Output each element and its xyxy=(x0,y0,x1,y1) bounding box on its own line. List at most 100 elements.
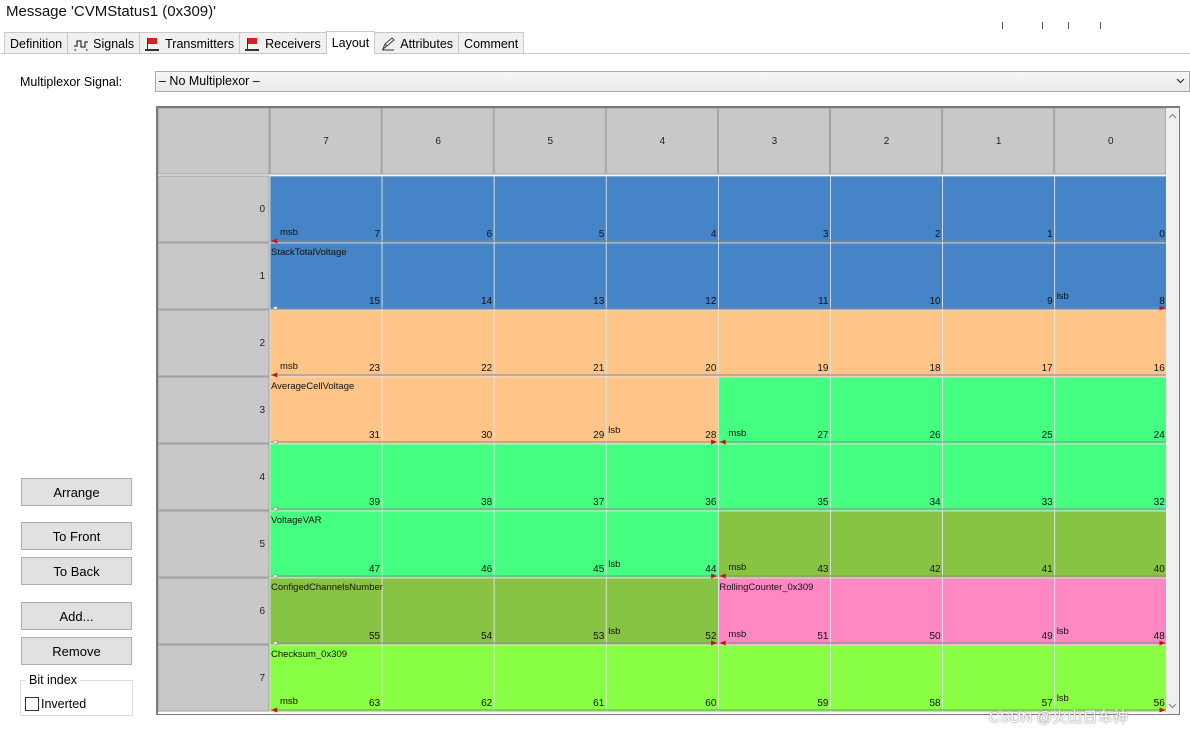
bit-cell xyxy=(718,644,831,713)
msb-arrow-icon xyxy=(271,372,278,378)
tab-comment[interactable]: Comment xyxy=(458,32,525,54)
bit-number: 54 xyxy=(481,631,493,642)
bit-number: 15 xyxy=(369,296,381,307)
bit-cell xyxy=(830,510,943,579)
column-header-label: 7 xyxy=(323,136,329,147)
bit-cell xyxy=(493,443,607,512)
bit-number: 28 xyxy=(705,430,717,441)
bit-cell xyxy=(493,577,607,646)
to-front-button[interactable]: To Front xyxy=(21,522,132,550)
bit-number: 57 xyxy=(1042,698,1054,709)
arrange-button[interactable]: Arrange xyxy=(21,478,132,506)
bit-number: 16 xyxy=(1154,363,1166,374)
bit-cell xyxy=(381,242,495,311)
bit-number: 36 xyxy=(705,497,717,508)
row-header-cell xyxy=(158,309,270,377)
row-header-label: 2 xyxy=(259,338,265,349)
multiplexor-select[interactable]: – No Multiplexor – xyxy=(155,71,1190,92)
bit-cell xyxy=(269,309,383,378)
bit-number: 39 xyxy=(369,497,381,508)
column-header-label: 6 xyxy=(435,136,441,147)
scroll-up-icon[interactable] xyxy=(1168,112,1177,121)
chevron-down-icon xyxy=(1176,78,1185,84)
scroll-down-icon[interactable] xyxy=(1168,701,1177,710)
msb-label: msb xyxy=(728,428,746,439)
bit-number: 33 xyxy=(1042,497,1054,508)
bit-cell xyxy=(269,376,383,445)
bit-cell xyxy=(1054,644,1168,713)
row-header-cell xyxy=(158,175,270,243)
bit-cell xyxy=(493,242,607,311)
row-header-cell xyxy=(158,376,270,444)
bit-cell xyxy=(605,309,719,378)
bit-cell xyxy=(605,443,719,512)
tab-divider xyxy=(0,53,1190,54)
grid-vertical-scrollbar[interactable] xyxy=(1166,108,1179,714)
tab-label: Comment xyxy=(464,36,519,51)
bit-number: 53 xyxy=(593,631,605,642)
row-header-cell xyxy=(158,577,270,645)
transmitter-flag-icon xyxy=(145,37,161,51)
msb-arrow-icon xyxy=(719,439,726,445)
bit-number: 30 xyxy=(481,430,493,441)
bit-cell xyxy=(830,376,943,445)
tab-definition[interactable]: Definition xyxy=(4,32,69,54)
bit-cell xyxy=(942,644,1056,713)
bit-number: 24 xyxy=(1154,430,1166,441)
lsb-label: lsb xyxy=(1057,626,1069,637)
continuation-arrow-icon xyxy=(271,439,278,445)
bit-number: 22 xyxy=(481,363,493,374)
remove-button[interactable]: Remove xyxy=(21,637,132,665)
bit-cell xyxy=(269,577,383,646)
bit-number: 48 xyxy=(1154,631,1166,642)
column-header-cell xyxy=(717,108,831,175)
bit-number: 46 xyxy=(481,564,493,575)
bit-number: 26 xyxy=(929,430,941,441)
bit-number: 21 xyxy=(593,363,605,374)
bit-cell xyxy=(1054,577,1168,646)
msb-label: msb xyxy=(280,361,298,372)
tab-attributes[interactable]: Attributes xyxy=(374,32,460,54)
continuation-arrow-icon xyxy=(271,305,278,311)
signal-wave-icon xyxy=(73,37,89,51)
bit-cell xyxy=(942,376,1056,445)
row-header-cell xyxy=(158,644,270,712)
msb-arrow-icon xyxy=(719,640,726,646)
bit-number: 52 xyxy=(705,631,717,642)
bit-number: 23 xyxy=(369,363,381,374)
column-header-cell xyxy=(605,108,718,175)
tab-label: Layout xyxy=(331,36,370,50)
tab-signals[interactable]: Signals xyxy=(67,32,141,54)
bit-index-group: Bit index Inverted xyxy=(20,673,133,716)
msb-arrow-icon xyxy=(271,707,278,713)
bit-cell xyxy=(942,309,1056,378)
tab-receivers[interactable]: Receivers xyxy=(239,32,327,54)
bit-index-legend: Bit index xyxy=(26,673,80,687)
bit-cell xyxy=(718,510,831,579)
bit-cell xyxy=(942,443,1056,512)
signal-name-label: VoltageVAR xyxy=(271,515,322,526)
row-header-label: 1 xyxy=(259,271,265,282)
row-header-label: 6 xyxy=(259,606,265,617)
inverted-label: Inverted xyxy=(41,697,87,711)
column-header-cell xyxy=(381,108,494,175)
bit-number: 42 xyxy=(929,564,941,575)
bit-cell xyxy=(493,376,607,445)
add-button[interactable]: Add... xyxy=(21,602,132,630)
row-header-label: 7 xyxy=(259,673,265,684)
bit-cell xyxy=(830,577,943,646)
bit-cell xyxy=(830,309,943,378)
tab-layout[interactable]: Layout xyxy=(325,31,376,54)
to-back-button[interactable]: To Back xyxy=(21,557,132,585)
tab-label: Transmitters xyxy=(165,36,235,51)
tab-transmitters[interactable]: Transmitters xyxy=(139,32,241,54)
bit-number: 38 xyxy=(481,497,493,508)
bit-cell xyxy=(1054,175,1168,244)
watermark: CSDN @火山日车神 xyxy=(989,709,1129,726)
bit-cell xyxy=(493,644,607,713)
bit-number: 44 xyxy=(705,564,717,575)
lsb-arrow-icon xyxy=(711,439,718,445)
bit-number: 11 xyxy=(818,296,829,307)
inverted-checkbox[interactable] xyxy=(25,697,39,711)
bit-number: 27 xyxy=(817,430,829,441)
